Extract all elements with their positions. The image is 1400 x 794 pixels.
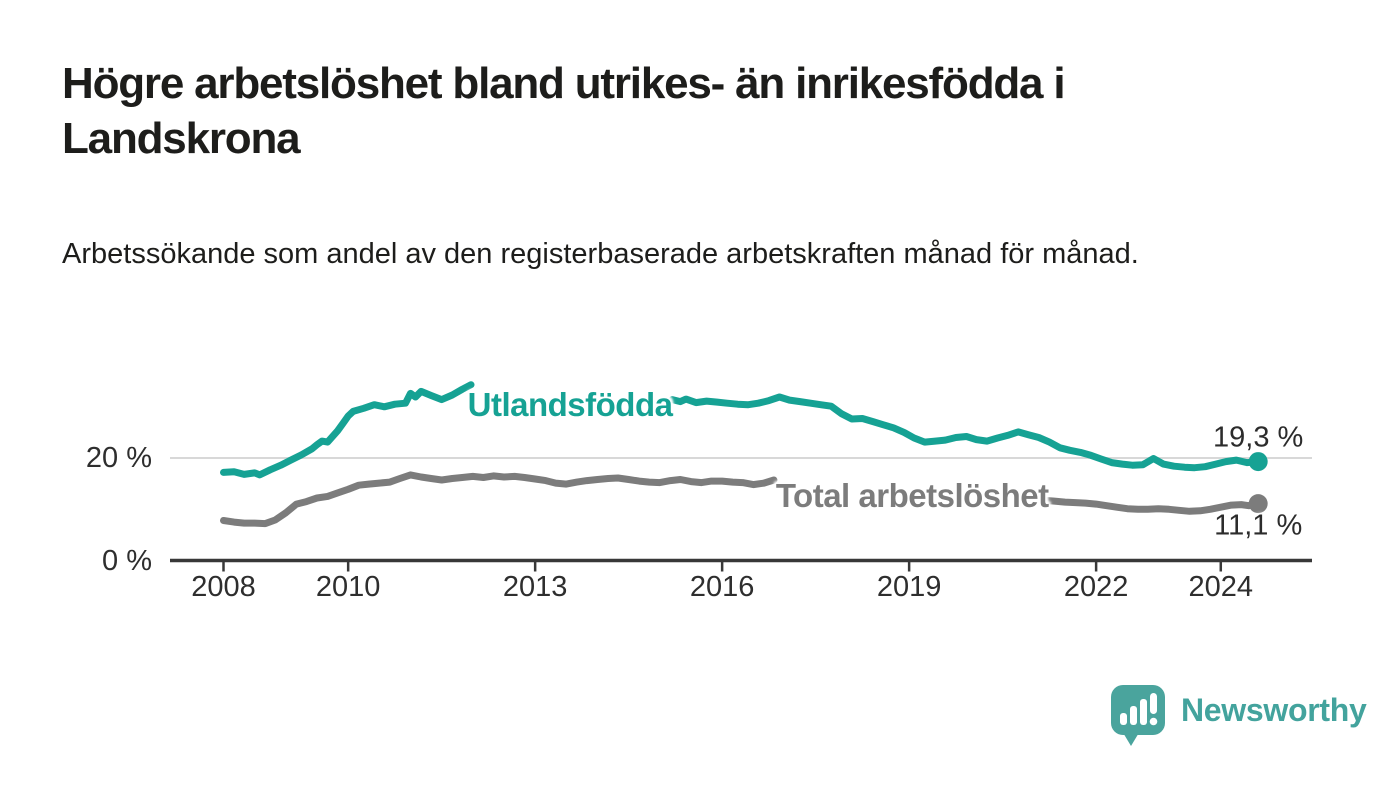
x-tick-label-2016: 2016 [689, 571, 755, 603]
series-label-utlandsfodda: Utlandsfödda [467, 385, 673, 423]
x-tick-label-2019: 2019 [876, 571, 942, 603]
series-end-dot-utlandsfodda [1248, 452, 1268, 472]
x-tick-label-2010: 2010 [315, 571, 381, 603]
end-value-label-utlandsfodda: 19,3 % [1213, 421, 1304, 454]
y-tick-label-20: 20 % [85, 442, 152, 474]
page-title: Högre arbetslöshet bland utrikes- än inr… [62, 59, 1066, 164]
x-tick-label-2013: 2013 [502, 571, 568, 603]
page-subtitle: Arbetssökande som andel av den registerb… [62, 238, 1139, 270]
series-label-total-arbetsloshet: Total arbetslöshet [775, 477, 1049, 515]
series-end-dot-total-arbetsloshet [1248, 494, 1268, 514]
end-value-label-total-arbetsloshet: 11,1 % [1214, 509, 1303, 542]
series-line-total-arbetsloshet-seg2 [1042, 497, 1262, 515]
newsworthy-wordmark: Newsworthy [1181, 692, 1367, 728]
newsworthy-bubble-chart-icon [1111, 685, 1165, 746]
y-tick-label-0: 0 % [102, 544, 152, 577]
x-tick-label-2008: 2008 [191, 571, 256, 603]
series-line-utlandsfodda-seg2 [668, 393, 1262, 472]
series-line-utlandsfodda-seg1 [220, 381, 475, 479]
x-tick-label-2024: 2024 [1188, 571, 1254, 603]
x-tick-label-2022: 2022 [1063, 571, 1129, 603]
series-line-total-arbetsloshet-seg1 [220, 471, 778, 528]
newsworthy-logo: Newsworthy [1110, 684, 1367, 747]
